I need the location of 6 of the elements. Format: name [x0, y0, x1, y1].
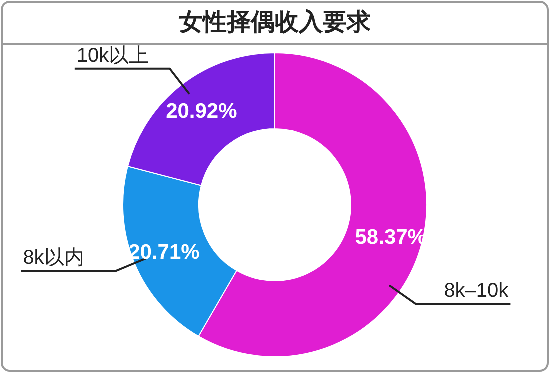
data-label: 58.37%	[355, 226, 427, 250]
chart-title: 女性择偶收入要求	[178, 9, 372, 36]
slice-label: 10k以上	[76, 44, 150, 67]
slice-label: 8k以内	[23, 247, 84, 270]
slice-label: 8k–10k	[444, 280, 510, 302]
data-label: 20.92%	[166, 100, 238, 123]
